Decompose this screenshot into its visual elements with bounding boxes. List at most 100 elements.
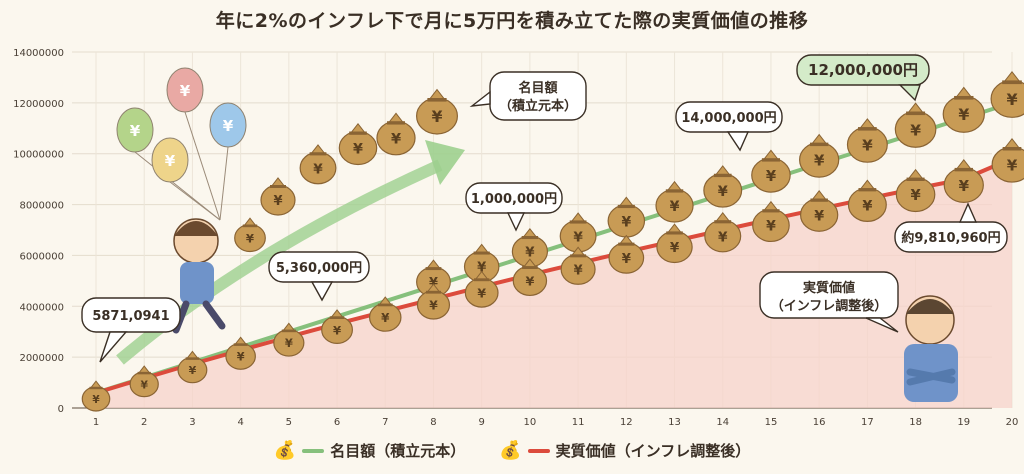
money-bag-nominal: ¥ (655, 180, 694, 223)
yen-icon: ¥ (165, 152, 176, 170)
bag-tie (714, 220, 732, 224)
x-tick-label: 20 (1006, 417, 1019, 428)
balloon-icon (209, 102, 247, 148)
bag-tie (137, 371, 151, 375)
callout-start: 5871,0941 (81, 297, 181, 363)
x-tick-label: 15 (765, 417, 778, 428)
yen-icon: ¥ (1007, 156, 1018, 174)
callout-text: 1,000,000円 (471, 192, 557, 207)
yen-icon: ¥ (432, 108, 443, 126)
yen-icon: ¥ (273, 194, 282, 209)
yen-icon: ¥ (718, 229, 728, 245)
money-bag-real: ¥ (560, 246, 596, 285)
yen-icon: ¥ (670, 199, 680, 215)
callout-real-label: 実質価値 （インフレ調整後） (759, 271, 899, 333)
y-tick-label: 0 (58, 404, 64, 415)
y-tick-label: 14000000 (13, 48, 64, 59)
balloon-icon (116, 107, 154, 153)
yen-icon: ¥ (525, 246, 535, 261)
callout-text: 12,000,000円 (808, 61, 918, 79)
yen-icon: ¥ (718, 184, 728, 200)
x-tick-label: 8 (430, 417, 436, 428)
yen-icon: ¥ (814, 208, 824, 224)
kid-body (180, 262, 214, 304)
bag-tie (233, 343, 248, 346)
y-tick-label: 10000000 (13, 150, 64, 161)
money-bag-nominal: ¥ (751, 149, 791, 193)
y-tick-label: 4000000 (19, 302, 64, 313)
money-bag-nominal: ¥ (846, 118, 888, 163)
yen-icon: ¥ (525, 274, 534, 289)
bag-tie (89, 386, 103, 390)
money-bag-real: ¥ (847, 179, 887, 222)
yen-icon: ¥ (477, 261, 486, 276)
x-tick-label: 4 (237, 417, 243, 428)
kid-legs (172, 300, 226, 334)
money-bag-rising: ¥ (416, 88, 459, 135)
yen-icon: ¥ (766, 168, 777, 185)
yen-icon: ¥ (862, 198, 872, 214)
money-bag-real: ¥ (799, 190, 839, 232)
x-tick-label: 11 (572, 417, 585, 428)
money-bag-nominal: ¥ (511, 227, 549, 268)
yen-icon: ¥ (574, 263, 583, 278)
bag-tie (521, 235, 539, 240)
money-bag-real: ¥ (273, 322, 305, 357)
x-tick-label: 19 (957, 417, 970, 428)
bag-tie (425, 290, 441, 294)
money-bag-real: ¥ (225, 336, 256, 370)
bag-tie (1002, 80, 1022, 85)
x-tick-label: 7 (382, 417, 388, 428)
y-tick-label: 8000000 (19, 201, 64, 212)
callout-box (759, 271, 899, 319)
callout-text: （積立元本） (499, 98, 577, 114)
bag-tie (954, 167, 973, 172)
yen-icon: ¥ (353, 142, 363, 158)
x-tick-label: 5 (286, 417, 292, 428)
worried-man-arms (906, 368, 956, 386)
x-tick-label: 12 (620, 417, 633, 428)
yen-icon: ¥ (1006, 90, 1017, 109)
yen-icon: ¥ (237, 351, 245, 364)
yen-icon: ¥ (959, 177, 970, 195)
callout-tail (865, 317, 899, 333)
callout-text: 5,360,000円 (276, 261, 362, 276)
money-bag-nominal: ¥ (463, 243, 500, 283)
x-tick-label: 17 (861, 417, 874, 428)
callout-real-end: 約9,810,960円 (894, 202, 1008, 253)
money-bag-nominal: ¥ (894, 102, 937, 148)
bag-tie (906, 177, 925, 181)
callout-text: 約9,810,960円 (901, 230, 1000, 246)
yen-icon: ¥ (862, 136, 873, 154)
bag-tie (309, 152, 327, 156)
legend: 💰 名目額（積立元本） 💰 実質価値（インフレ調整後） (0, 440, 1024, 461)
yen-icon: ¥ (621, 214, 631, 230)
money-bag-rising: ¥ (338, 122, 378, 166)
yen-icon: ¥ (910, 121, 921, 139)
kid-hair (174, 221, 218, 236)
bag-tie (809, 142, 829, 147)
callout-14000000: 14,000,000円 (675, 101, 783, 152)
money-bag-real: ¥ (81, 380, 111, 412)
worried-man-hair (906, 299, 954, 314)
yen-icon: ¥ (333, 323, 342, 337)
money-bag-real: ¥ (895, 168, 936, 213)
y-tick-label: 6000000 (19, 251, 64, 262)
bag-tie (281, 329, 296, 333)
money-bag-nominal: ¥ (942, 86, 985, 133)
yen-icon: ¥ (223, 117, 234, 135)
money-bag-real: ¥ (177, 350, 208, 384)
legend-label-real: 実質価値（インフレ調整後） (555, 442, 751, 460)
money-bag-real: ¥ (943, 159, 984, 203)
bag-tie (713, 173, 732, 178)
balloon-icon (151, 137, 189, 183)
money-bag-real: ¥ (991, 137, 1024, 183)
bag-tie (954, 95, 974, 100)
callout-text: （インフレ調整後） (771, 298, 888, 314)
x-tick-label: 18 (909, 417, 922, 428)
bag-tie (858, 188, 877, 192)
callout-text: 実質価値 (803, 280, 855, 296)
callout-tail (506, 212, 526, 232)
callouts: 5871,0941 5,360,000円 1,000,000円 14,000,000円… (81, 54, 1008, 363)
